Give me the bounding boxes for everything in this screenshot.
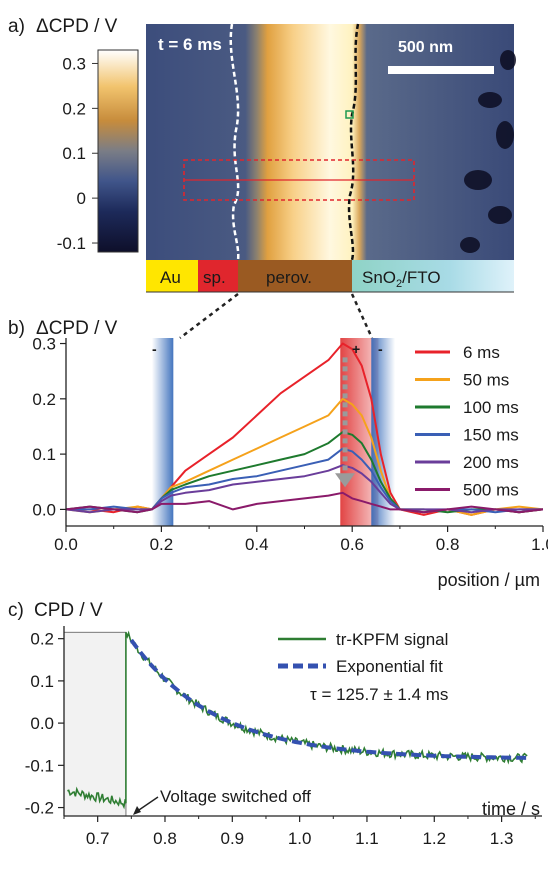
legend-label-500-ms: 500 ms — [463, 481, 519, 500]
y-tick-label: 0.0 — [32, 500, 56, 519]
panel-a-label: a) — [8, 16, 25, 37]
legend-label-150-ms: 150 ms — [463, 426, 519, 445]
panel-b: b) ΔCPD / V 0.00.20.40.60.81.00.00.10.20… — [8, 318, 548, 590]
panel-c-label: c) — [8, 600, 24, 621]
arrow-head — [335, 473, 356, 488]
legend-label-100-ms: 100 ms — [463, 398, 519, 417]
boundary-right — [347, 23, 360, 261]
layer-bar: Au sp. perov. SnO2/FTO — [146, 260, 514, 293]
marker-square — [345, 110, 354, 119]
colorbar — [97, 49, 139, 253]
layer-spiro-label: sp. — [203, 268, 226, 287]
x-tick-label: 0.4 — [245, 535, 269, 554]
y-tick-label: 0.1 — [32, 445, 56, 464]
axes-b: 0.0 0.2 0.4 0.6 0.8 1.0 0.0 0.1 0.2 0.3 — [32, 335, 548, 554]
legend-label-tr-kpfm-signal: tr-KPFM signal — [336, 630, 448, 649]
layer-perovskite — [238, 260, 352, 292]
minus-right: - — [378, 341, 383, 357]
shaded-pre-switch — [63, 631, 127, 817]
decay-arrow — [335, 357, 356, 488]
x-tick-label: 0.6 — [340, 535, 364, 554]
plus-sign: + — [352, 341, 360, 357]
highlight-band — [151, 338, 174, 526]
x-tick-label-c: 0.7 — [86, 829, 110, 848]
shaded-region — [63, 631, 127, 817]
series-line-tr-kpfm-signal — [67, 630, 528, 810]
boundary-left — [229, 23, 240, 261]
colorbar-tick-label: -0.1 — [57, 234, 86, 253]
scalebar-label: 500 nm — [398, 39, 453, 56]
colorbar-tick-label: 0.3 — [62, 54, 86, 73]
panel-a-quantity: ΔCPD / V — [36, 16, 118, 37]
axes-c: 0.7 0.8 0.9 1.0 1.1 1.2 1.3 0.2 0.1 0.0 -0.1 -0.2 — [25, 626, 542, 848]
panel-c-ylabel: CPD / V — [34, 600, 103, 621]
panel-b-label: b) — [8, 318, 25, 339]
layer-sno2-fto — [352, 260, 514, 292]
y-tick-label: 0.3 — [32, 335, 56, 354]
x-tick-label-c: 1.0 — [288, 829, 312, 848]
series-lines — [66, 342, 543, 516]
legend-label-6-ms: 6 ms — [463, 343, 500, 362]
annotation-voltage-off: Voltage switched off — [160, 787, 311, 806]
legend-b: 6 ms 50 ms 100 ms 150 ms 200 ms 500 ms — [415, 343, 519, 500]
layer-au-label: Au — [160, 268, 181, 287]
annotation-arrowhead — [133, 806, 141, 815]
layer-perovskite-label: perov. — [266, 268, 312, 287]
x-tick-label: 1.0 — [531, 535, 548, 554]
series-lines-c — [67, 630, 529, 810]
layer-spiro — [198, 260, 238, 292]
x-tick-label-c: 1.2 — [422, 829, 446, 848]
highlight-bands — [151, 338, 396, 526]
highlight-band — [371, 338, 396, 526]
colorbar-tick-label: 0.1 — [62, 144, 86, 163]
legend-label-exponential-fit: Exponential fit — [336, 657, 443, 676]
layer-au — [146, 260, 198, 292]
x-tick-label: 0.2 — [150, 535, 174, 554]
x-tick-label: 0.0 — [54, 535, 78, 554]
y-tick-label-c: 0.0 — [30, 714, 54, 733]
connector-right — [350, 293, 374, 339]
x-tick-label-c: 0.9 — [220, 829, 244, 848]
connector-left — [179, 293, 239, 339]
series-line-500-ms — [66, 491, 543, 514]
colorbar-ticks: 0.3 0.2 0.1 0 -0.1 — [57, 54, 98, 253]
y-tick-label: 0.2 — [32, 390, 56, 409]
panel-b-ylabel: ΔCPD / V — [36, 318, 118, 339]
layer-sno2-label: SnO2/FTO — [362, 268, 441, 290]
x-tick-label: 0.8 — [436, 535, 460, 554]
series-line-exponential-fit — [129, 638, 529, 760]
legend-label-200-ms: 200 ms — [463, 453, 519, 472]
colorbar-tick-label: 0 — [77, 189, 86, 208]
legend-c: tr-KPFM signal Exponential fit — [278, 630, 448, 676]
y-tick-label-c: 0.1 — [30, 672, 54, 691]
y-tick-label-c: -0.1 — [25, 756, 54, 775]
panel-a: a) ΔCPD / V 0.3 0.2 0.1 0 -0.1 t = 6 ms 500 … — [8, 16, 516, 339]
y-tick-label-c: 0.2 — [30, 630, 54, 649]
panel-c-xlabel: time / s — [482, 799, 540, 819]
scalebar — [388, 66, 494, 74]
legend-label-50-ms: 50 ms — [463, 371, 509, 390]
fit-note: τ = 125.7 ± 1.4 ms — [310, 685, 448, 704]
panel-b-xlabel: position / µm — [438, 570, 540, 590]
x-tick-label-c: 1.3 — [490, 829, 514, 848]
x-tick-label-c: 1.1 — [355, 829, 379, 848]
x-tick-label-c: 0.8 — [153, 829, 177, 848]
minus-left: - — [152, 341, 157, 357]
y-tick-label-c: -0.2 — [25, 799, 54, 818]
annotation-arrow — [135, 796, 159, 813]
colorbar-tick-label: 0.2 — [62, 99, 86, 118]
panel-c: c) CPD / V 0.7 0.8 0.9 1.0 1.1 1.2 1.30.20.10.… — [8, 600, 542, 848]
time-label: t = 6 ms — [158, 35, 222, 54]
cpd-map: t = 6 ms 500 nm — [146, 23, 516, 261]
